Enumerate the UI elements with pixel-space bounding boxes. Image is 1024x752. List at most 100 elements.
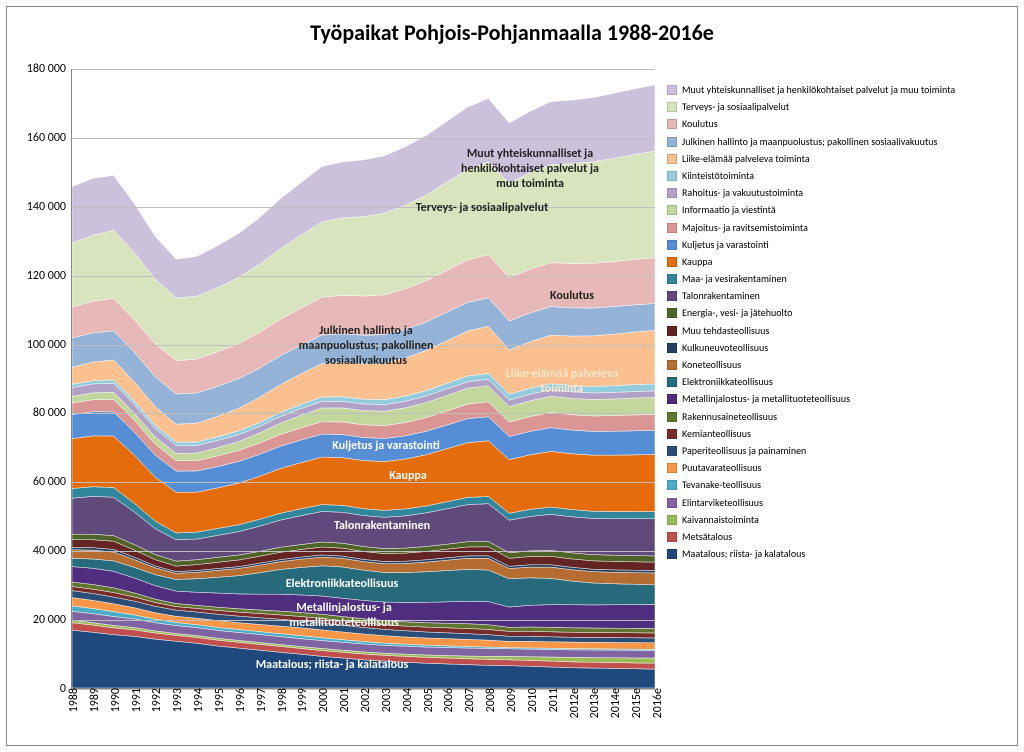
legend-item: Kuljetus ja varastointi bbox=[667, 240, 1019, 250]
legend-item: Liike-elämää palveleva toiminta bbox=[667, 154, 1019, 164]
legend-swatch bbox=[667, 188, 677, 198]
x-axis-tick: 1998 bbox=[272, 688, 290, 712]
y-axis-tick: 20 000 bbox=[33, 613, 72, 627]
legend-label: Kaivannaistoiminta bbox=[682, 515, 759, 525]
x-axis-tick: 2007 bbox=[459, 688, 477, 712]
legend-item: Kiinteistötoiminta bbox=[667, 171, 1019, 181]
x-axis-tick: 2012e bbox=[564, 688, 582, 718]
legend-label: Energia-, vesi- ja jätehuolto bbox=[682, 308, 792, 318]
legend-label: Muu tehdasteollisuus bbox=[682, 326, 769, 336]
legend-item: Rakennusaineteollisuus bbox=[667, 412, 1019, 422]
legend-item: Elintarviketeollisuus bbox=[667, 498, 1019, 508]
legend-item: Maa- ja vesirakentaminen bbox=[667, 274, 1019, 284]
x-axis-tick: 2008 bbox=[480, 688, 498, 712]
legend-label: Informaatio ja viestintä bbox=[682, 205, 776, 215]
legend-swatch bbox=[667, 137, 677, 147]
legend: Muut yhteiskunnalliset ja henkilökohtais… bbox=[667, 85, 1019, 566]
x-axis-tick: 1993 bbox=[167, 688, 185, 712]
x-axis-tick: 2003 bbox=[376, 688, 394, 712]
x-axis-tick: 1990 bbox=[105, 688, 123, 712]
x-axis-tick: 2011 bbox=[543, 688, 561, 712]
gridline bbox=[72, 413, 655, 414]
legend-label: Koulutus bbox=[682, 119, 718, 129]
legend-label: Paperiteollisuus ja painaminen bbox=[682, 446, 806, 456]
x-axis-tick: 2010 bbox=[522, 688, 540, 712]
legend-item: Koneteollisuus bbox=[667, 360, 1019, 370]
legend-item: Informaatio ja viestintä bbox=[667, 205, 1019, 215]
legend-label: Julkinen hallinto ja maanpuolustus; pako… bbox=[682, 137, 937, 147]
legend-item: Elektroniikkateollisuus bbox=[667, 377, 1019, 387]
legend-swatch bbox=[667, 102, 677, 112]
legend-item: Metallinjalostus- ja metallituoteteollis… bbox=[667, 394, 1019, 404]
legend-swatch bbox=[667, 119, 677, 129]
chart-container: Työpaikat Pohjois-Pohjanmaalla 1988-2016… bbox=[6, 6, 1018, 746]
legend-swatch bbox=[667, 360, 677, 370]
y-axis-tick: 120 000 bbox=[27, 269, 72, 283]
legend-swatch bbox=[667, 223, 677, 233]
gridline bbox=[72, 345, 655, 346]
legend-swatch bbox=[667, 532, 677, 542]
legend-item: Metsätalous bbox=[667, 532, 1019, 542]
x-axis-tick: 2001 bbox=[334, 688, 352, 712]
legend-swatch bbox=[667, 85, 677, 95]
y-axis-tick: 80 000 bbox=[33, 406, 72, 420]
x-axis-tick: 1992 bbox=[146, 688, 164, 712]
legend-item: Kulkuneuvoteollisuus bbox=[667, 343, 1019, 353]
legend-label: Rakennusaineteollisuus bbox=[682, 412, 777, 422]
legend-swatch bbox=[667, 446, 677, 456]
stacked-area-svg bbox=[72, 69, 655, 688]
legend-label: Elintarviketeollisuus bbox=[682, 498, 763, 508]
legend-swatch bbox=[667, 412, 677, 422]
legend-label: Metsätalous bbox=[682, 532, 732, 542]
legend-label: Kulkuneuvoteollisuus bbox=[682, 343, 768, 353]
y-axis-tick: 40 000 bbox=[33, 544, 72, 558]
x-axis-tick: 1997 bbox=[251, 688, 269, 712]
x-axis-tick: 2000 bbox=[313, 688, 331, 712]
legend-swatch bbox=[667, 274, 677, 284]
x-axis-tick: 2005 bbox=[418, 688, 436, 712]
legend-label: Elektroniikkateollisuus bbox=[682, 377, 773, 387]
legend-item: Terveys- ja sosiaalipalvelut bbox=[667, 102, 1019, 112]
x-axis-tick: 2006 bbox=[438, 688, 456, 712]
gridline bbox=[72, 138, 655, 139]
gridline bbox=[72, 69, 655, 70]
plot-area: 020 00040 00060 00080 000100 000120 0001… bbox=[71, 69, 655, 689]
x-axis-tick: 1995 bbox=[209, 688, 227, 712]
y-axis-tick: 100 000 bbox=[27, 338, 72, 352]
x-axis-tick: 1989 bbox=[84, 688, 102, 712]
legend-swatch bbox=[667, 498, 677, 508]
legend-item: Koulutus bbox=[667, 119, 1019, 129]
legend-label: Kauppa bbox=[682, 257, 712, 267]
legend-swatch bbox=[667, 515, 677, 525]
legend-label: Terveys- ja sosiaalipalvelut bbox=[682, 102, 789, 112]
y-axis-tick: 60 000 bbox=[33, 475, 72, 489]
legend-swatch bbox=[667, 326, 677, 336]
x-axis-tick: 2015e bbox=[626, 688, 644, 718]
legend-item: Muu tehdasteollisuus bbox=[667, 326, 1019, 336]
legend-label: Maatalous; riista- ja kalatalous bbox=[682, 549, 805, 559]
legend-item: Julkinen hallinto ja maanpuolustus; pako… bbox=[667, 137, 1019, 147]
legend-item: Tevanake-teollisuus bbox=[667, 480, 1019, 490]
x-axis-tick: 2016e bbox=[647, 688, 665, 718]
legend-item: Maatalous; riista- ja kalatalous bbox=[667, 549, 1019, 559]
legend-swatch bbox=[667, 377, 677, 387]
legend-label: Kuljetus ja varastointi bbox=[682, 240, 769, 250]
x-axis-tick: 2002 bbox=[355, 688, 373, 712]
legend-swatch bbox=[667, 154, 677, 164]
legend-label: Liike-elämää palveleva toiminta bbox=[682, 154, 810, 164]
gridline bbox=[72, 207, 655, 208]
legend-label: Maa- ja vesirakentaminen bbox=[682, 274, 787, 284]
legend-label: Tevanake-teollisuus bbox=[682, 480, 761, 490]
gridline bbox=[72, 482, 655, 483]
legend-swatch bbox=[667, 480, 677, 490]
legend-label: Puutavarateollisuus bbox=[682, 463, 761, 473]
legend-item: Energia-, vesi- ja jätehuolto bbox=[667, 308, 1019, 318]
x-axis-tick: 2009 bbox=[501, 688, 519, 712]
legend-swatch bbox=[667, 205, 677, 215]
legend-item: Kemianteollisuus bbox=[667, 429, 1019, 439]
x-axis-tick: 2004 bbox=[397, 688, 415, 712]
gridline bbox=[72, 276, 655, 277]
gridline bbox=[72, 620, 655, 621]
legend-item: Puutavarateollisuus bbox=[667, 463, 1019, 473]
legend-swatch bbox=[667, 394, 677, 404]
